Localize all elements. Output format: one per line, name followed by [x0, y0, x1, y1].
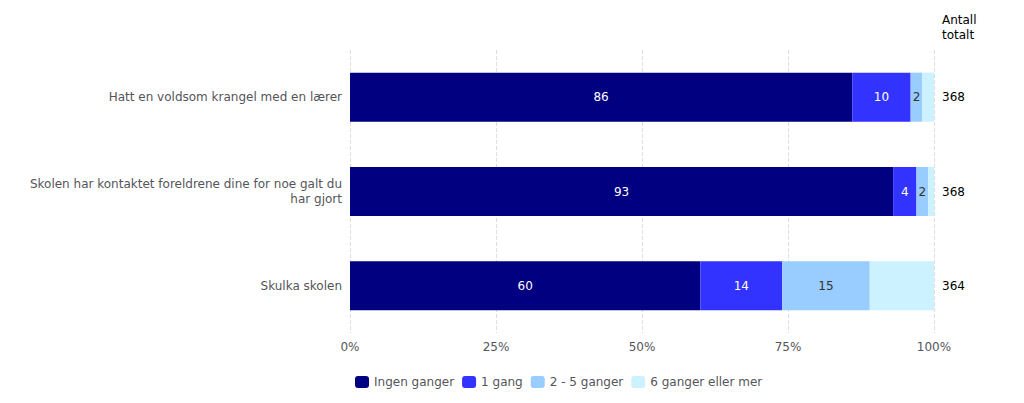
svg-text:50%: 50%: [629, 340, 656, 354]
svg-text:15: 15: [818, 279, 833, 293]
svg-text:93: 93: [614, 185, 629, 199]
svg-text:75%: 75%: [775, 340, 802, 354]
svg-text:1 gang: 1 gang: [481, 375, 523, 389]
svg-text:86: 86: [593, 90, 608, 104]
svg-text:Hatt en voldsom krangel med en: Hatt en voldsom krangel med en lærer: [109, 90, 342, 104]
svg-text:4: 4: [901, 185, 909, 199]
svg-text:368: 368: [942, 185, 965, 199]
svg-text:100%: 100%: [917, 340, 951, 354]
svg-text:368: 368: [942, 90, 965, 104]
svg-text:Ingen ganger: Ingen ganger: [374, 375, 454, 389]
svg-text:Skolen har kontaktet foreldren: Skolen har kontaktet foreldrene dine for…: [30, 177, 342, 191]
svg-text:totalt: totalt: [942, 28, 974, 42]
svg-text:14: 14: [734, 279, 749, 293]
svg-text:0%: 0%: [340, 340, 359, 354]
svg-text:60: 60: [518, 279, 533, 293]
svg-text:2: 2: [913, 90, 921, 104]
svg-text:364: 364: [942, 279, 965, 293]
svg-text:har gjort: har gjort: [290, 192, 342, 206]
svg-text:25%: 25%: [483, 340, 510, 354]
svg-text:10: 10: [874, 90, 889, 104]
svg-text:6 ganger eller mer: 6 ganger eller mer: [650, 375, 762, 389]
svg-text:Antall: Antall: [942, 13, 977, 27]
svg-text:Skulka skolen: Skulka skolen: [261, 279, 342, 293]
svg-text:2: 2: [918, 185, 926, 199]
svg-text:2 - 5 ganger: 2 - 5 ganger: [550, 375, 624, 389]
